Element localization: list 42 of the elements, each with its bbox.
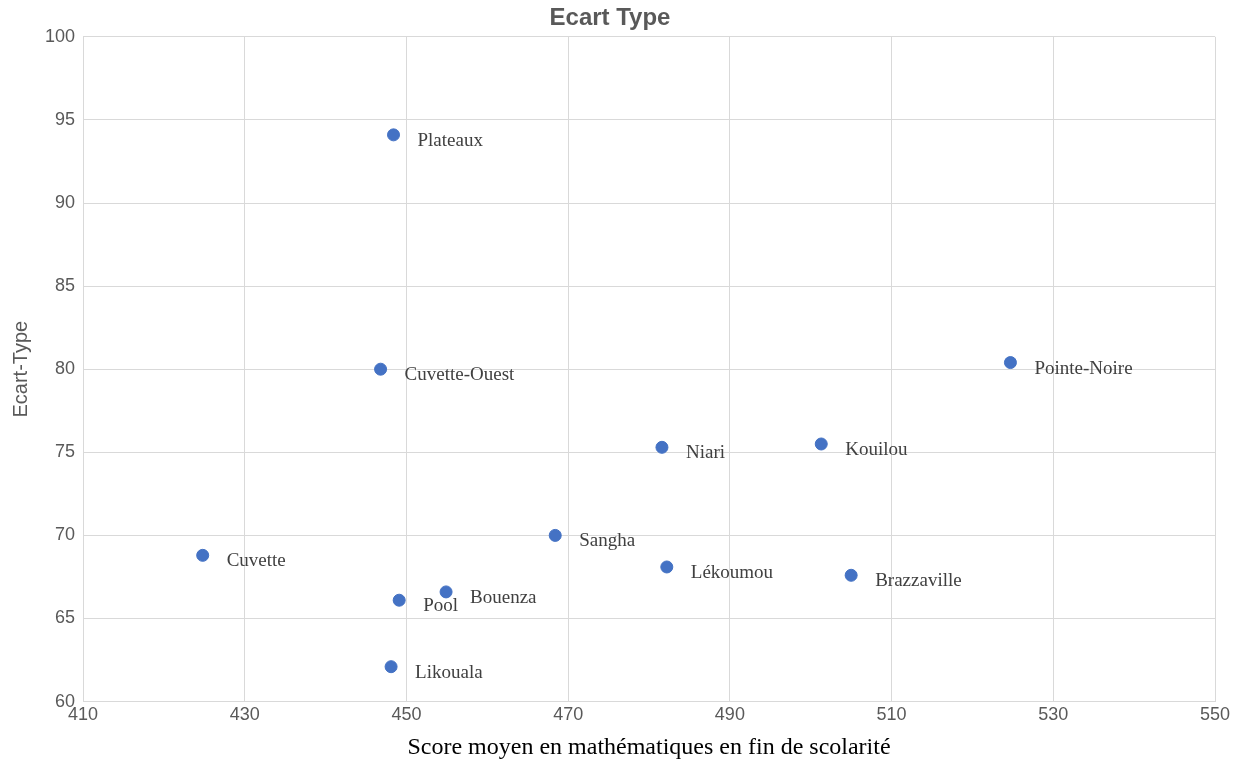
y-tick-label: 100 bbox=[44, 25, 76, 46]
x-tick-label: 550 bbox=[1199, 704, 1231, 725]
y-tick-label: 90 bbox=[55, 191, 76, 212]
point bbox=[439, 585, 453, 599]
point bbox=[814, 437, 828, 451]
y-tick-label: 75 bbox=[55, 441, 76, 462]
chart-title: Ecart Type bbox=[549, 3, 671, 31]
point bbox=[548, 528, 562, 542]
point bbox=[384, 660, 398, 674]
y-tick-label: 85 bbox=[55, 275, 76, 296]
annotation: Plateaux bbox=[417, 128, 484, 150]
y-tick-label: 65 bbox=[55, 607, 76, 628]
point bbox=[655, 440, 669, 454]
x-tick-label: 490 bbox=[714, 704, 745, 725]
annotation: Sangha bbox=[579, 529, 636, 551]
annotation: Cuvette bbox=[226, 549, 286, 571]
point bbox=[374, 362, 388, 376]
point bbox=[196, 548, 210, 562]
x-tick-label: 450 bbox=[391, 704, 422, 725]
annotation: Kouilou bbox=[845, 437, 909, 459]
annotation: Likouala bbox=[415, 660, 484, 682]
point bbox=[844, 568, 858, 582]
y-tick-label: 95 bbox=[55, 108, 76, 129]
annotation: Bouenza bbox=[470, 585, 538, 607]
annotation: Pointe-Noire bbox=[1034, 356, 1133, 378]
x-tick-label: 470 bbox=[553, 704, 584, 725]
point bbox=[1003, 356, 1017, 370]
annotation: Lékoumou bbox=[690, 560, 774, 582]
annotation: Pool bbox=[423, 594, 459, 616]
annotation: Niari bbox=[685, 441, 725, 463]
y-tick-label: 80 bbox=[55, 358, 76, 379]
x-tick-label: 430 bbox=[229, 704, 260, 725]
x-tick-label: 510 bbox=[876, 704, 907, 725]
x-axis-title: Score moyen en mathématiques en fin de scolarité bbox=[407, 732, 891, 759]
y-tick-label: 70 bbox=[55, 524, 76, 545]
point bbox=[387, 128, 401, 142]
point bbox=[392, 593, 406, 607]
annotation: Brazzaville bbox=[875, 569, 962, 591]
x-tick-label: 530 bbox=[1038, 704, 1069, 725]
annotation: Cuvette-Ouest bbox=[404, 363, 516, 385]
y-axis-title: Ecart-Type bbox=[8, 320, 31, 418]
point bbox=[660, 560, 674, 574]
